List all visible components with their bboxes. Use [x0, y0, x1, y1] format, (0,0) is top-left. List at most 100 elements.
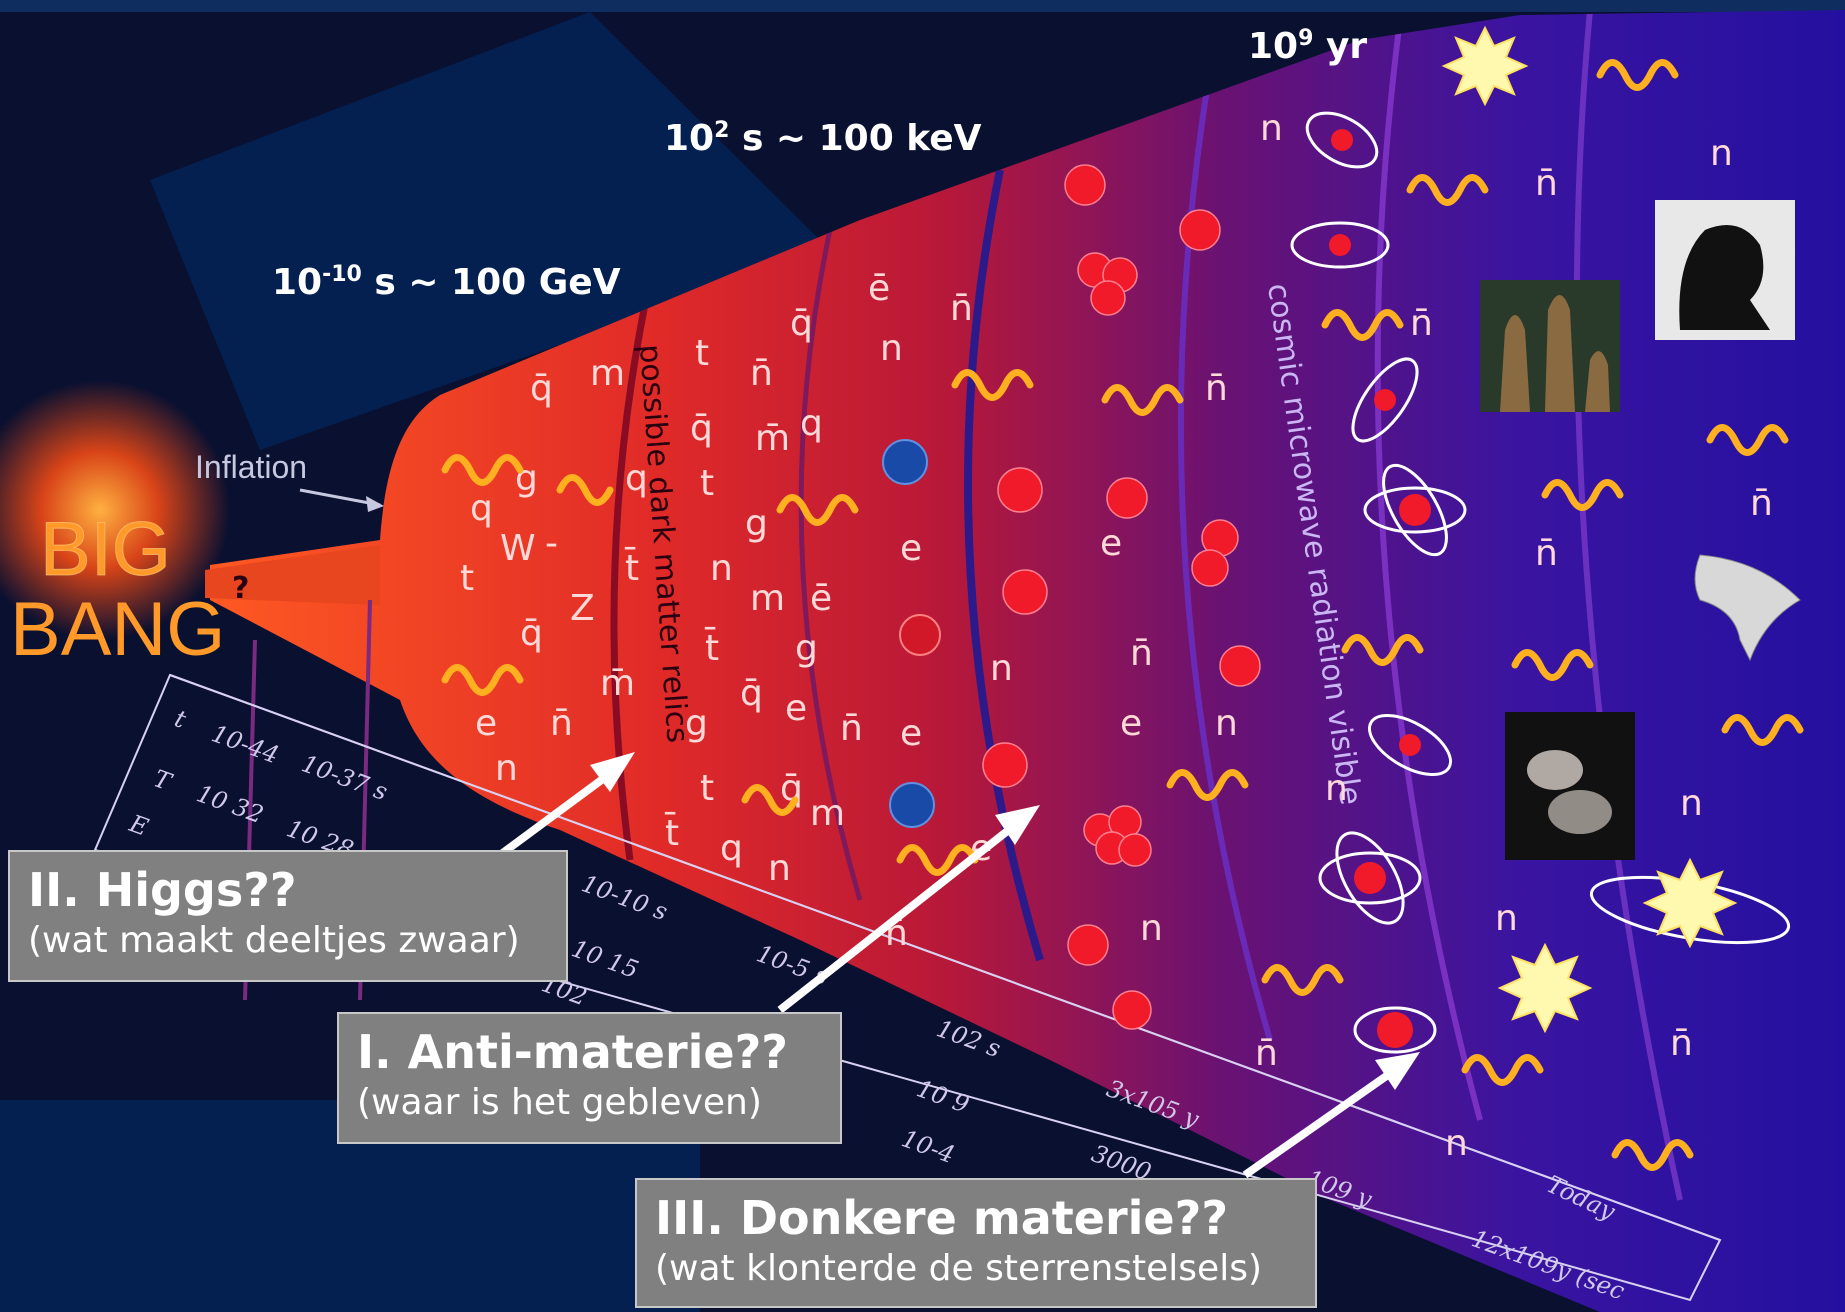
big-bang-label-1: BIG: [40, 507, 171, 592]
svg-text:q: q: [800, 403, 823, 444]
svg-text:n: n: [1445, 1123, 1468, 1164]
svg-text:t̄: t̄: [704, 626, 719, 669]
svg-text:q̄: q̄: [690, 408, 713, 449]
svg-text:n̄: n̄: [1750, 483, 1773, 524]
svg-text:e: e: [900, 528, 922, 569]
epoch-label-2: 102 s ~ 100 keV: [664, 118, 982, 159]
epoch-label-1: 10-10 s ~ 100 GeV: [272, 262, 621, 303]
scale-strip: [93, 673, 1722, 1302]
stars: [1441, 25, 1738, 1034]
svg-text:ē: ē: [868, 268, 890, 309]
svg-text:e: e: [785, 688, 807, 729]
epoch-label-2-rest: s ~ 100 keV: [729, 118, 982, 159]
svg-text:g: g: [795, 628, 818, 669]
svg-text:n̄: n̄: [1535, 163, 1558, 204]
svg-text:n̄: n̄: [950, 288, 973, 329]
svg-text:g: g: [745, 503, 768, 544]
svg-text:e: e: [475, 703, 497, 744]
atom-nuclei: [1329, 129, 1431, 1048]
dark-matter-callout: III. Donkere materie?? (wat klonterde de…: [635, 1178, 1317, 1308]
svg-text:m̄: m̄: [600, 663, 635, 704]
svg-text:n: n: [1260, 108, 1283, 149]
epoch-label-1-exp: -10: [322, 262, 362, 287]
callout-arrows: [497, 752, 1420, 1179]
big-bang-glow: [0, 380, 230, 640]
label-panel-left: [150, 12, 830, 450]
nucleons: [982, 164, 1261, 1030]
epoch-label-2-exp: 2: [714, 118, 730, 143]
svg-text:q̄: q̄: [520, 613, 543, 654]
svg-text:q: q: [720, 828, 743, 869]
svg-text:q: q: [625, 458, 648, 499]
higgs-subtitle: (wat maakt deeltjes zwaar): [28, 920, 520, 961]
svg-text:t̄: t̄: [664, 811, 679, 854]
svg-text:n: n: [1140, 908, 1163, 949]
anti-arrow: [777, 821, 1018, 1014]
epoch-label-2-base: 10: [664, 118, 715, 159]
svg-text:n: n: [1710, 133, 1733, 174]
svg-text:m̄: m̄: [755, 418, 790, 459]
dark-arrow: [1242, 1066, 1398, 1179]
svg-text:t: t: [700, 463, 714, 504]
svg-text:m: m: [590, 353, 625, 394]
epoch-label-3-base: 10: [1248, 26, 1299, 67]
svg-text:n̄: n̄: [750, 353, 773, 394]
svg-text:t̄: t̄: [624, 546, 639, 589]
svg-text:BIG: BIG: [40, 507, 171, 592]
svg-text:n̄: n̄: [1205, 368, 1228, 409]
svg-text:n: n: [990, 648, 1013, 689]
svg-text:e: e: [1100, 523, 1122, 564]
cone-neck: [205, 545, 380, 605]
svg-text:n: n: [1215, 703, 1238, 744]
svg-text:Z: Z: [570, 588, 595, 629]
big-bang-label-2: BANG: [10, 587, 225, 672]
svg-text:n̄: n̄: [1670, 1023, 1693, 1064]
svg-text:m: m: [750, 578, 785, 619]
svg-text:e: e: [900, 713, 922, 754]
higgs-callout: II. Higgs?? (wat maakt deeltjes zwaar): [8, 850, 568, 982]
svg-text:n: n: [768, 848, 791, 889]
svg-text:n̄: n̄: [550, 703, 573, 744]
higgs-arrow: [497, 766, 618, 859]
svg-text:n: n: [1495, 898, 1518, 939]
epoch-label-3: 109 yr: [1248, 26, 1367, 67]
svg-text:m: m: [810, 793, 845, 834]
svg-text:n̄: n̄: [840, 708, 863, 749]
svg-text:n: n: [710, 548, 733, 589]
mesons: [882, 439, 941, 828]
inflation-arrow: [299, 488, 381, 507]
top-band: [0, 0, 1845, 12]
svg-text:g: g: [685, 703, 708, 744]
question-mark: ?: [232, 571, 249, 606]
dark-matter-subtitle: (wat klonterde de sterrenstelsels): [655, 1248, 1263, 1289]
anti-matter-subtitle: (waar is het gebleven): [357, 1082, 762, 1123]
svg-text:-: -: [545, 523, 558, 564]
epoch-label-1-base: 10: [272, 262, 323, 303]
svg-text:t: t: [460, 558, 474, 599]
svg-text:n: n: [1680, 783, 1703, 824]
anti-matter-title: I. Anti-materie??: [357, 1025, 788, 1079]
svg-text:n̄: n̄: [1130, 633, 1153, 674]
svg-text:t: t: [695, 333, 709, 374]
svg-text:q̄: q̄: [740, 673, 763, 714]
anti-matter-callout: I. Anti-materie?? (waar is het gebleven): [337, 1012, 842, 1144]
svg-text:q̄: q̄: [790, 303, 813, 344]
svg-text:n̄: n̄: [1255, 1033, 1278, 1074]
dark-matter-title: III. Donkere materie??: [655, 1191, 1229, 1245]
svg-text:t: t: [700, 768, 714, 809]
svg-text:q̄: q̄: [530, 368, 553, 409]
svg-text:ē: ē: [810, 578, 832, 619]
svg-text:e: e: [1120, 703, 1142, 744]
epoch-label-1-rest: s ~ 100 GeV: [361, 262, 621, 303]
svg-text:n̄: n̄: [1535, 533, 1558, 574]
svg-text:q: q: [470, 488, 493, 529]
svg-text:n: n: [1325, 768, 1348, 809]
epoch-label-3-rest: yr: [1313, 26, 1368, 67]
spacetime-funnel-image: [1694, 554, 1801, 662]
photon-waves: [441, 59, 1804, 1171]
svg-text:n̄: n̄: [1410, 303, 1433, 344]
epoch-label-3-exp: 9: [1298, 26, 1314, 51]
higgs-title: II. Higgs??: [28, 863, 297, 917]
